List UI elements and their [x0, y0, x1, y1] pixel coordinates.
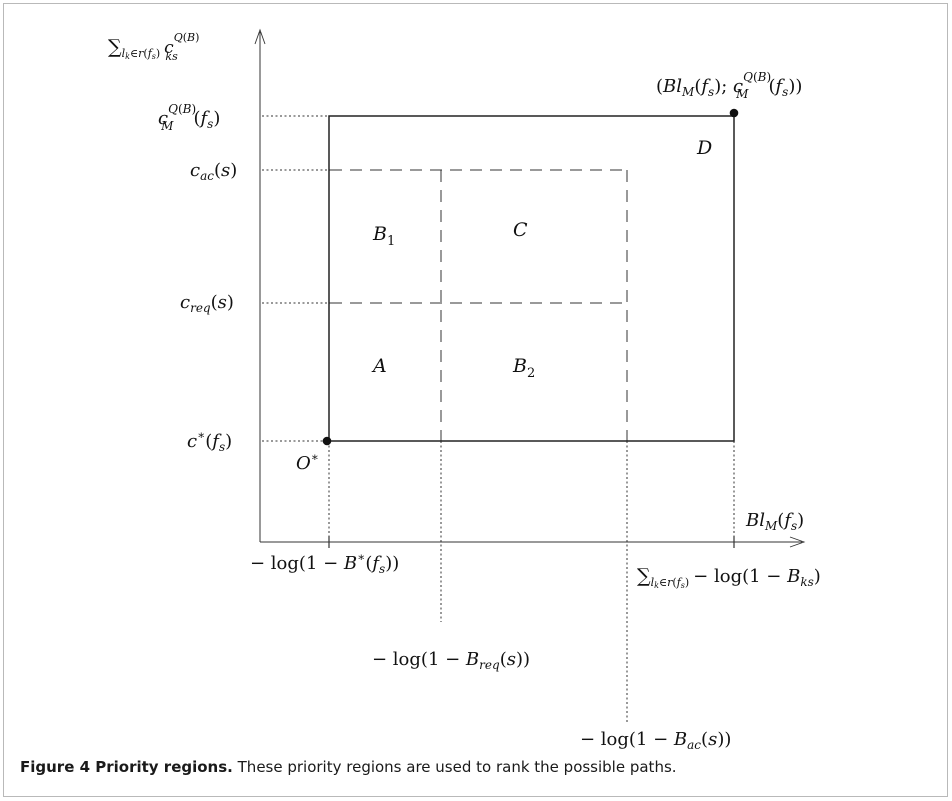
x-ticks: [328, 536, 735, 548]
x-axis-arrow: [789, 536, 806, 548]
y-tick-label-c-req: creq(s): [180, 292, 234, 315]
y-tick-label-c-star: c∗(fs): [187, 428, 232, 454]
y-axis-label: ∑lk∈r(fs) cQ(B) ks: [108, 31, 199, 63]
max-point: [729, 108, 739, 118]
region-label-b1: B1: [372, 223, 395, 249]
x-axis-label: BlM(fs): [745, 510, 804, 533]
figure-caption: Figure 4 Priority regions. These priorit…: [20, 758, 940, 776]
dotted-guides: [262, 115, 735, 722]
y-axis-arrow: [254, 28, 266, 45]
region-label-c: C: [513, 219, 528, 241]
y-tick-label-c-max: cQ(B) M (fs): [158, 102, 220, 133]
figure-border: [3, 3, 948, 797]
axes: [254, 28, 806, 548]
x-tick-label-b-max: ∑lk∈r(fs) − log(1 − Bks): [637, 565, 821, 590]
y-tick-label-c-ac: cac(s): [190, 160, 237, 183]
x-tick-label-b-ac: − log(1 − Bac(s)): [580, 729, 731, 752]
x-tick-label-b-star: − log(1 − B∗(fs)): [250, 550, 399, 576]
dashed-region-lines: [330, 169, 628, 441]
max-point-label: (BlM(fs); cQ(B) M (fs)): [656, 70, 802, 101]
region-label-d: D: [696, 137, 712, 159]
region-label-a: A: [371, 355, 387, 377]
origin-point-label: O∗: [296, 450, 319, 474]
caption-title: Figure 4 Priority regions.: [20, 758, 233, 776]
outer-region-rectangle: [328, 115, 735, 442]
origin-point: [322, 436, 332, 446]
caption-text: These priority regions are used to rank …: [232, 758, 677, 776]
x-tick-label-b-req: − log(1 − Breq(s)): [372, 649, 530, 672]
region-label-b2: B2: [512, 355, 535, 381]
